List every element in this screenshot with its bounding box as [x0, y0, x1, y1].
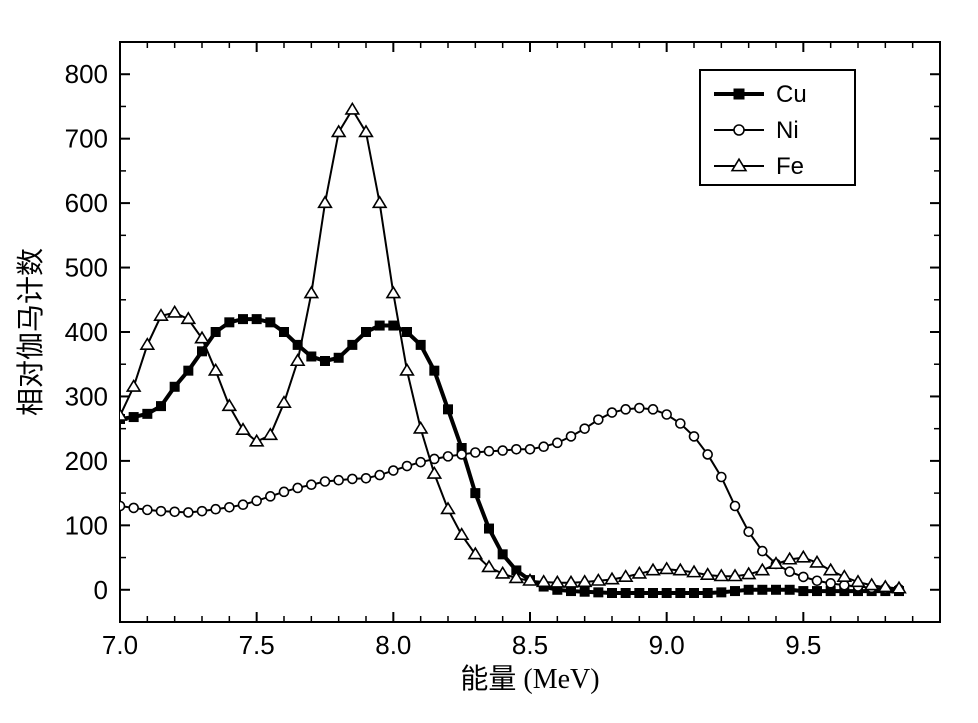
y-tick-label: 300 [65, 381, 108, 411]
legend: Cu Ni Fe [700, 70, 855, 185]
x-tick-label: 7.5 [239, 630, 275, 660]
legend-label: Fe [776, 153, 804, 180]
legend-label: Ni [776, 117, 799, 144]
y-axis-label: 相对伽马计数 [15, 248, 47, 416]
y-tick-label: 500 [65, 253, 108, 283]
y-tick-label: 0 [94, 575, 108, 605]
chart-container: 7.0 7.5 8.0 8.5 9.0 9.5 0 100 200 300 400 500 600 700… [0, 0, 978, 723]
y-tick-label: 100 [65, 510, 108, 540]
x-tick-label: 9.0 [649, 630, 685, 660]
y-tick-label: 600 [65, 188, 108, 218]
x-tick-label: 8.5 [512, 630, 548, 660]
x-tick-label: 7.0 [102, 630, 138, 660]
y-tick-label: 700 [65, 124, 108, 154]
chart-svg: 7.0 7.5 8.0 8.5 9.0 9.5 0 100 200 300 400 500 600 700… [0, 0, 978, 723]
y-tick-label: 200 [65, 446, 108, 476]
x-axis-label: 能量 (MeV) [460, 663, 599, 695]
x-tick-label: 9.5 [785, 630, 821, 660]
x-tick-label: 8.0 [375, 630, 411, 660]
y-tick-label: 400 [65, 317, 108, 347]
legend-label: Cu [776, 81, 807, 108]
y-tick-label: 800 [65, 59, 108, 89]
